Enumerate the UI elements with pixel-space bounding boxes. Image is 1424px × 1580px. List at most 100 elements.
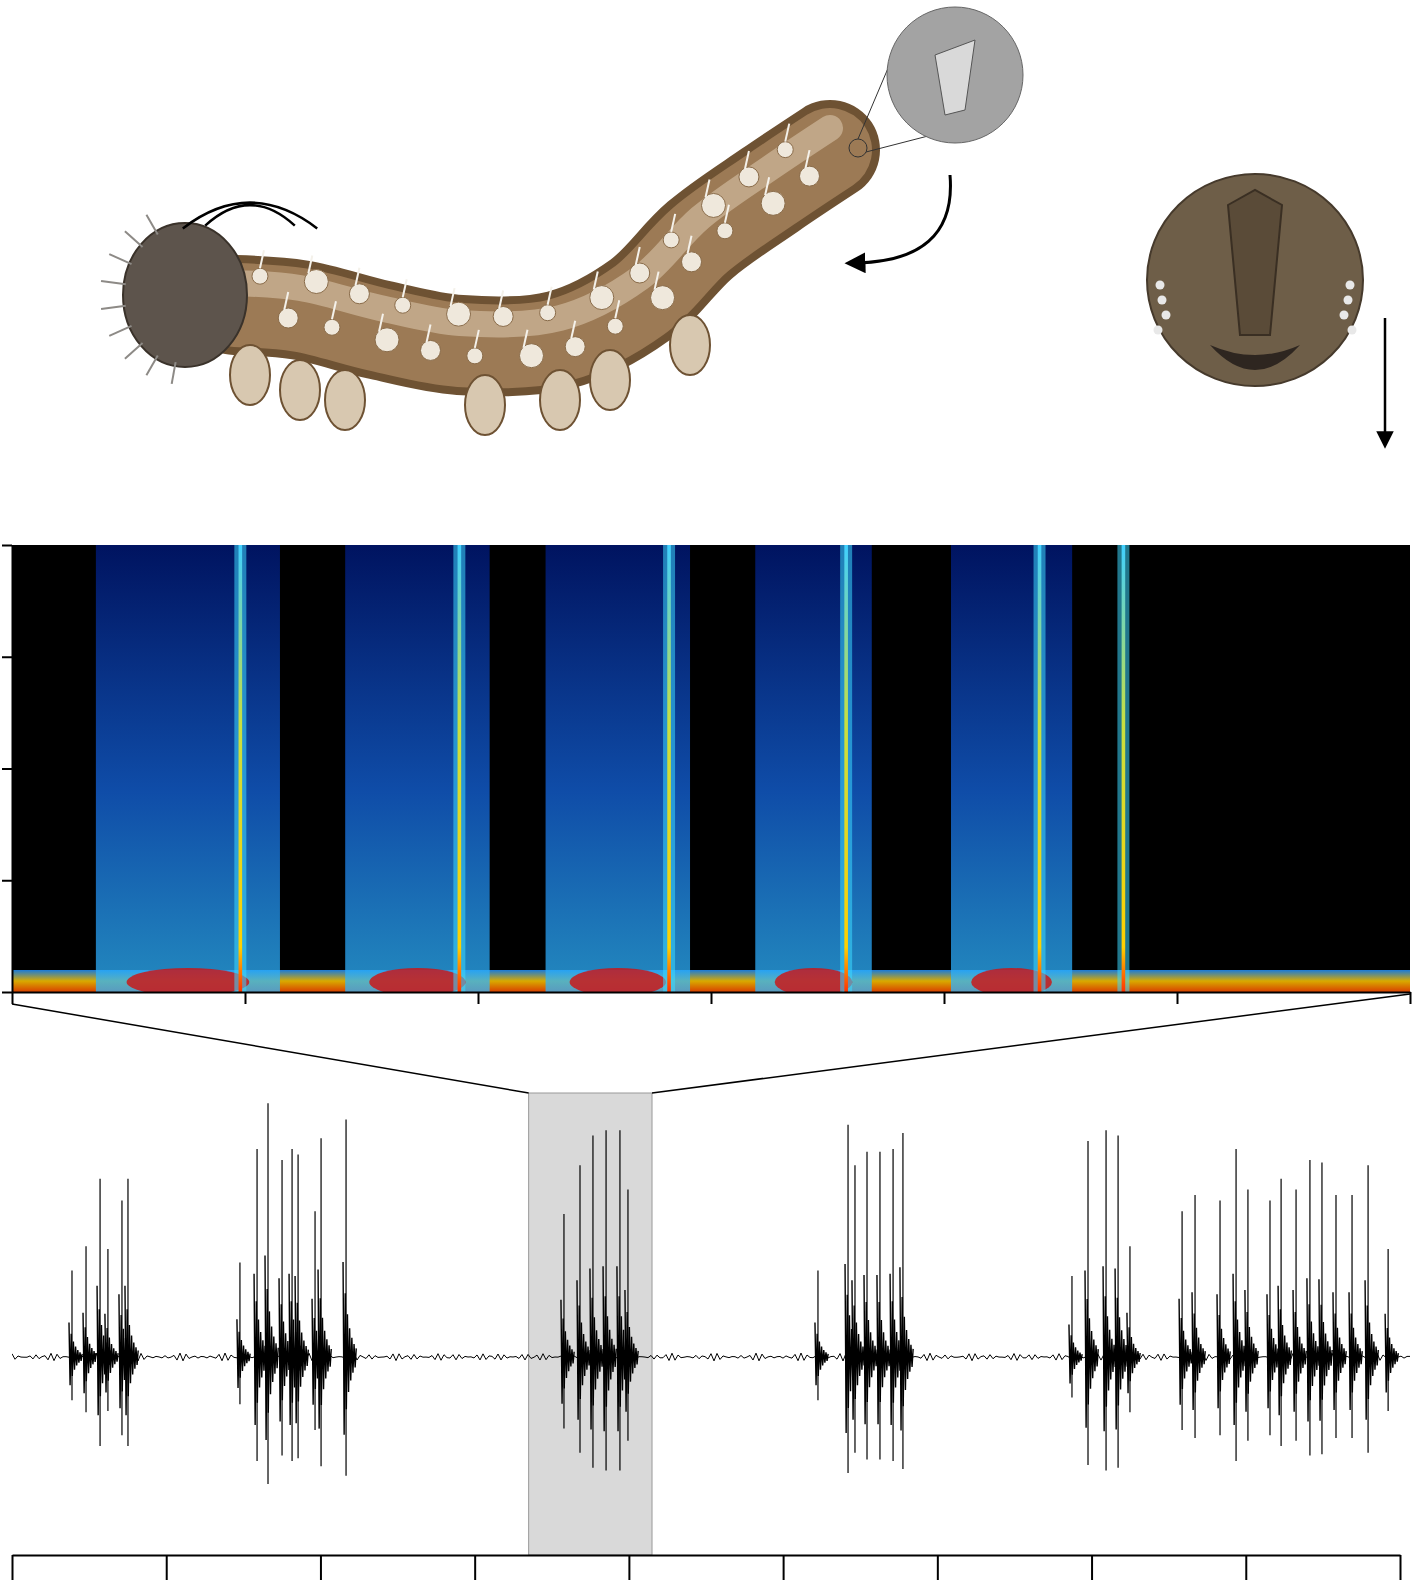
tick-mark <box>2 656 12 658</box>
tick-mark <box>478 992 480 1004</box>
click-ringing <box>603 1266 616 1431</box>
click <box>1247 1190 1248 1441</box>
click <box>1388 1249 1389 1411</box>
click-ringing <box>125 1286 138 1416</box>
tubercle <box>324 319 340 335</box>
tick <box>629 1555 630 1580</box>
head-seta <box>101 306 126 309</box>
tubercle <box>682 252 702 272</box>
click-ringing <box>1278 1286 1291 1416</box>
click <box>879 1152 880 1460</box>
tick-mark <box>12 1555 14 1580</box>
click-ringing <box>1217 1294 1230 1408</box>
burst-low-energy <box>127 968 250 992</box>
click <box>345 1119 346 1475</box>
caterpillar-leg <box>670 315 710 375</box>
click <box>847 1125 848 1473</box>
head-seta <box>101 281 126 284</box>
click-halo <box>663 545 675 992</box>
click-halo <box>234 545 246 992</box>
tubercle <box>777 142 793 158</box>
tick-mark <box>1245 1555 1247 1580</box>
click <box>592 1136 593 1468</box>
click <box>844 545 848 992</box>
tubercle <box>252 268 268 284</box>
seta <box>523 330 527 348</box>
caterpillar-head <box>123 223 247 367</box>
tick <box>320 1555 321 1580</box>
click-ringing <box>1127 1313 1140 1394</box>
tick <box>12 1555 13 1580</box>
click-ringing <box>1319 1279 1332 1420</box>
stemma <box>1154 326 1163 335</box>
tubercle <box>565 337 585 357</box>
inset-target <box>849 139 867 157</box>
click <box>1335 1195 1336 1438</box>
seta <box>548 287 552 305</box>
click <box>281 1160 282 1456</box>
tick <box>1092 1555 1093 1580</box>
click-halo <box>1034 545 1046 992</box>
spectrogram-background <box>12 545 1410 992</box>
caterpillar-leg <box>230 345 270 405</box>
caterpillar <box>101 7 1023 435</box>
stemma <box>1340 311 1349 320</box>
tubercle <box>467 348 483 364</box>
click-halo <box>840 545 852 992</box>
tubercle <box>799 166 819 186</box>
burst-low-energy <box>369 968 465 992</box>
seta <box>785 124 789 142</box>
click <box>121 1200 122 1435</box>
click-ringing <box>1307 1278 1320 1421</box>
tick <box>166 1555 167 1580</box>
tick-mark <box>1177 992 1179 1004</box>
click <box>1071 1276 1072 1398</box>
head-seta <box>146 215 157 235</box>
click <box>314 1211 315 1430</box>
stemma <box>1346 281 1355 290</box>
click-ringing <box>1233 1274 1246 1425</box>
spectrogram-y-axis <box>2 546 13 993</box>
seta <box>615 300 619 318</box>
click-ringing <box>295 1276 308 1423</box>
click <box>627 1190 628 1441</box>
tick <box>944 992 945 1004</box>
click-ringing <box>237 1319 250 1388</box>
click-ringing <box>852 1280 865 1419</box>
click-ringing <box>1115 1268 1128 1429</box>
click <box>297 1155 298 1459</box>
click-ringing <box>625 1290 638 1412</box>
sem-seta <box>935 40 975 115</box>
noise-burst <box>951 545 1072 992</box>
orientation-arrow <box>1384 318 1387 440</box>
click <box>1219 1200 1220 1435</box>
tubercle <box>717 223 733 239</box>
tick-mark <box>320 1555 322 1580</box>
click-ringing <box>864 1275 877 1424</box>
click-ringing <box>1179 1299 1192 1405</box>
click-ringing <box>1385 1314 1398 1393</box>
head-frontal <box>1147 174 1363 386</box>
oscillogram-marks <box>12 1103 1410 1484</box>
click-ringing <box>1245 1290 1258 1412</box>
click <box>239 1263 240 1405</box>
click <box>1129 1246 1130 1412</box>
click <box>902 1133 903 1469</box>
click <box>1295 1190 1296 1441</box>
tick <box>2 657 12 658</box>
click <box>85 1246 86 1412</box>
head-seta <box>125 343 143 359</box>
seta <box>427 324 431 342</box>
seta <box>765 177 769 195</box>
seta <box>499 290 503 308</box>
click <box>1105 1130 1106 1470</box>
noise-burst <box>755 545 872 992</box>
spectrogram-x-axis <box>13 992 1411 1004</box>
tubercle <box>278 308 298 328</box>
click-ringing <box>318 1270 331 1429</box>
tubercle <box>395 297 411 313</box>
click <box>854 1165 855 1453</box>
seta <box>671 214 675 232</box>
seta <box>379 314 383 332</box>
click-ringing <box>83 1313 96 1394</box>
